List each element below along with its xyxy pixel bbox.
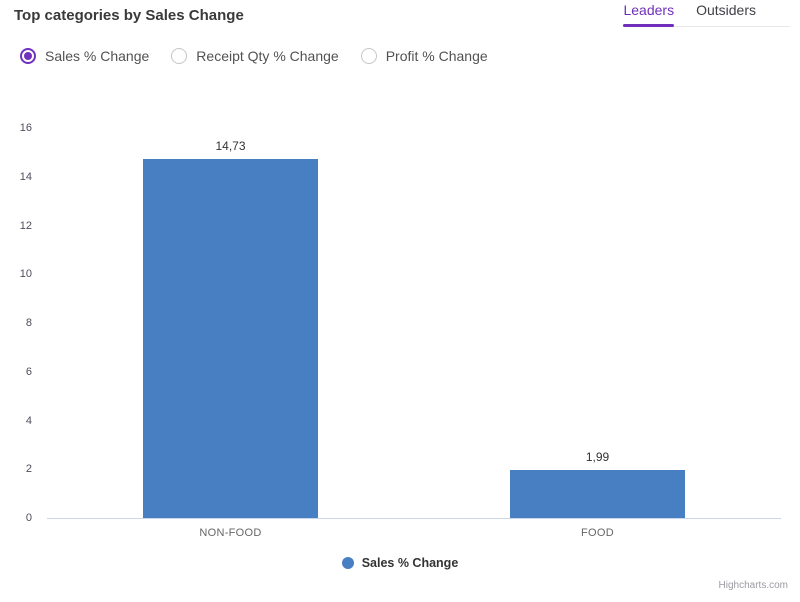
plot-area: 14,73 NON-FOOD 1,99 FOOD [47,128,781,539]
radio-label: Sales % Change [45,48,150,64]
tab-bar: Leaders Outsiders [623,2,790,27]
highcharts-credit-link[interactable]: Highcharts.com [718,580,788,591]
metric-radio-group: Sales % Change Receipt Qty % Change Prof… [20,48,488,64]
y-axis-tick-label: 12 [19,219,32,232]
bar-value-label: 1,99 [585,449,610,464]
y-axis-tick-label: 8 [25,317,32,329]
y-axis-tick-label: 2 [25,463,32,476]
radio-profit-pct-change[interactable]: Profit % Change [360,48,488,64]
legend-item-sales-pct-change[interactable]: Sales % Change [0,556,800,570]
y-axis-tick-label: 14 [19,170,32,183]
y-axis-tick-label: 10 [19,268,32,281]
y-axis-tick-label: 4 [25,414,32,427]
radio-label: Receipt Qty % Change [196,48,339,64]
bar-value-label: 14,73 [215,138,246,153]
radio-sales-pct-change[interactable]: Sales % Change [20,48,149,64]
x-axis-label-food: FOOD [581,527,614,539]
radio-selected-icon [20,48,36,64]
page-title: Top categories by Sales Change [14,7,244,24]
legend-label: Sales % Change [361,556,459,570]
bar-food[interactable] [510,469,685,518]
legend-marker-icon [341,557,354,569]
radio-unselected-icon [171,48,188,64]
bar-non-food[interactable] [143,158,318,518]
x-axis-label-non-food: NON-FOOD [199,527,262,539]
radio-receipt-qty-pct-change[interactable]: Receipt Qty % Change [171,48,339,64]
y-axis-tick-label: 16 [19,122,32,134]
y-axis-tick-label: 6 [25,365,32,378]
tab-outsiders[interactable]: Outsiders [696,2,756,18]
y-axis-tick-label: 0 [25,512,32,524]
radio-unselected-icon [360,48,377,64]
tab-leaders[interactable]: Leaders [623,2,674,27]
radio-label: Profit % Change [385,48,488,64]
